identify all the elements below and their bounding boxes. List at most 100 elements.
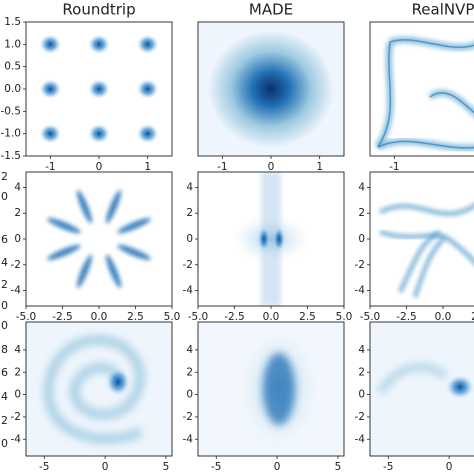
- axes-frame: [25, 321, 173, 457]
- panel: -5.0 -2.5 0.0 2.5 5.0 4 2 0 -2 -4: [11, 171, 181, 323]
- y-tick-label: 2: [14, 207, 21, 219]
- heatmap: [378, 202, 474, 298]
- density-blob: [39, 123, 62, 144]
- x-tick-label: 2.5: [127, 311, 144, 323]
- y-tick-label: 4: [186, 344, 193, 356]
- panel: RealNVP -1: [369, 1, 474, 173]
- cropped-label: 4: [1, 256, 8, 269]
- heatmap: [26, 322, 172, 456]
- x-tick-label: -5.0: [360, 311, 381, 323]
- density-stroke: [412, 235, 447, 298]
- panel: -5 0 5 4 2 0 -2 -4: [183, 321, 345, 473]
- cropped-label: 4: [1, 390, 8, 403]
- density-blob: [263, 353, 295, 425]
- y-tick-label: -1.5: [1, 150, 22, 162]
- heatmap: [374, 36, 474, 152]
- density-blob: [88, 123, 110, 144]
- x-tick-label: 0.0: [91, 311, 108, 323]
- density-core: [429, 92, 474, 114]
- density-core: [377, 140, 474, 149]
- density-spoke: [47, 244, 81, 261]
- x-tick-label: -5: [383, 461, 393, 473]
- density-blob: [273, 227, 285, 251]
- y-tick-label: -2: [355, 259, 365, 271]
- x-tick-label: 5.0: [164, 311, 181, 323]
- x-tick-label: -2.5: [224, 311, 245, 323]
- y-tick-label: 4: [14, 344, 21, 356]
- panel-title: MADE: [249, 1, 293, 19]
- axes-frame: [25, 171, 173, 307]
- x-tick-label: 0: [446, 461, 453, 473]
- y-tick-label: -0.5: [1, 105, 22, 117]
- cropped-label: 0: [1, 319, 8, 332]
- y-tick-label: 2: [14, 366, 21, 378]
- cropped-label: 2: [1, 414, 8, 427]
- x-tick-label: 0: [96, 161, 103, 173]
- density-blob: [106, 368, 130, 396]
- heatmap: [198, 22, 344, 156]
- y-tick-label: -4: [183, 433, 194, 445]
- y-tick-label: -1.0: [1, 128, 22, 140]
- y-tick-label: -2: [11, 259, 21, 271]
- density-stroke: [443, 234, 474, 266]
- density-spoke: [76, 254, 93, 289]
- density-blob: [88, 79, 110, 99]
- y-tick-label: 4: [14, 181, 21, 193]
- cropped-label: 0: [1, 299, 8, 312]
- y-tick-label: 4: [358, 181, 365, 193]
- panel-title: RealNVP: [412, 1, 474, 19]
- panel: -5 0 5 4 2 0 -2 -4: [11, 321, 173, 473]
- density-soft: [231, 214, 311, 264]
- density-spoke: [105, 254, 122, 289]
- cropped-label: 6: [1, 233, 8, 246]
- y-tick-label: -2: [183, 259, 193, 271]
- density-spoke: [117, 217, 151, 234]
- y-tick-label: 1.0: [4, 38, 21, 50]
- y-tick-label: 0: [14, 233, 21, 245]
- cropped-label: 0: [1, 190, 8, 203]
- density-spoke: [76, 189, 93, 224]
- panel: -5.0 -2.5 0.0 2.5 5.0 4 2 0 -2 -4: [183, 171, 352, 323]
- density-blob: [136, 79, 159, 99]
- y-tick-label: -4: [355, 433, 366, 445]
- panel: Roundtrip -1 0 1 1.5 1.0 0.5 0.0 -0.5 -1.0 -1.5: [1, 1, 173, 173]
- x-tick-label: -1: [217, 161, 227, 173]
- cropped-label: 2: [1, 170, 8, 183]
- y-tick-label: 4: [186, 181, 193, 193]
- axes-frame: [369, 321, 474, 457]
- density-core: [389, 39, 474, 48]
- y-tick-label: 0: [358, 389, 365, 401]
- density-stroke: [378, 202, 474, 216]
- cropped-label: 6: [1, 366, 8, 379]
- y-tick-label: -4: [11, 285, 22, 297]
- x-tick-label: -2.5: [52, 311, 73, 323]
- heatmap: [198, 322, 344, 456]
- density-spoke: [47, 217, 81, 234]
- cropped-label: 0: [1, 437, 8, 450]
- y-tick-label: 2: [186, 207, 193, 219]
- y-tick-label: -2: [11, 411, 21, 423]
- x-tick-label: -1: [389, 161, 399, 173]
- panel: MADE -1 0 1: [197, 1, 345, 173]
- heatmap: [370, 322, 474, 456]
- x-tick-label: 2.5: [299, 311, 316, 323]
- cropped-label: 2: [1, 278, 8, 291]
- x-tick-label: -5: [39, 461, 49, 473]
- density-stroke: [376, 363, 448, 395]
- x-tick-label: 0: [274, 461, 281, 473]
- panel: -5 0 4 2 0 -2 -4: [355, 321, 474, 473]
- density-blob: [39, 34, 62, 55]
- panel-title: Roundtrip: [62, 1, 135, 19]
- density-stroke: [388, 36, 474, 51]
- y-tick-label: 1.5: [4, 16, 21, 28]
- x-tick-label: 0: [102, 461, 109, 473]
- heatmap: [39, 34, 159, 144]
- y-tick-label: 0: [186, 389, 193, 401]
- density-blob: [136, 123, 159, 144]
- y-tick-label: 0.0: [4, 83, 21, 95]
- density-spoke: [105, 189, 122, 224]
- y-tick-label: 0: [358, 233, 365, 245]
- axes-frame: [369, 171, 474, 307]
- x-tick-label: -5.0: [188, 311, 209, 323]
